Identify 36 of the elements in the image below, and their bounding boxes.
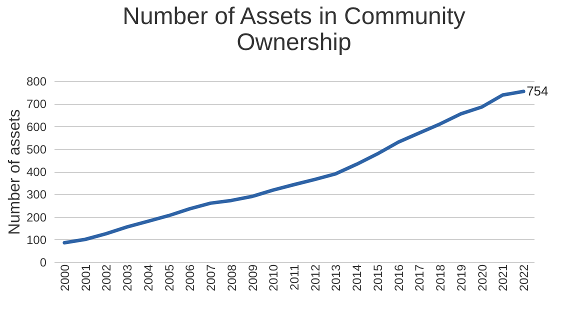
x-tick-label: 2004 [141,264,156,292]
x-tick-label: 2022 [517,264,532,292]
x-tick-label: 2002 [100,264,114,292]
x-tick-label: 2018 [434,264,448,292]
y-tick-label: 300 [26,188,47,202]
x-tick-label: 2019 [454,264,468,292]
x-tick-label: 2000 [58,264,72,292]
x-tick-label: 2020 [475,264,490,292]
x-tick-label: 2015 [370,264,385,292]
y-tick-label: 600 [26,120,47,134]
y-tick-label: 700 [26,97,47,112]
x-tick-label: 2010 [266,264,281,292]
line-series [62,90,526,245]
x-tick-label: 2003 [120,264,135,292]
x-tick-label: 2014 [350,264,364,292]
y-axis-title: Number of assets [6,109,24,235]
x-tick-label: 2005 [162,264,176,292]
x-tick-label: 2011 [288,264,302,290]
x-tick-label: 2001 [78,264,93,292]
x-tick-label: 2016 [392,264,406,292]
annotation: 754 [526,83,548,98]
y-tick-label: 400 [26,165,47,179]
chart-title: Number of Assets in Community Ownership [122,3,466,56]
x-tick-label: 2017 [412,264,427,292]
y-tick-label: 200 [26,210,47,224]
x-tick-label: 2013 [329,264,344,292]
y-tick-label: 100 [26,232,47,247]
x-tick-label: 2009 [246,264,260,292]
x-tick-label: 2007 [204,264,218,292]
y-tick-label: 800 [26,74,47,88]
y-tick-label: 500 [26,142,47,156]
x-tick-label: 2012 [308,264,322,292]
y-tick-label: 0 [40,256,47,270]
x-tick-label: 2008 [224,264,239,292]
x-tick-label: 2006 [183,264,198,292]
x-tick-label: 2021 [496,264,510,292]
